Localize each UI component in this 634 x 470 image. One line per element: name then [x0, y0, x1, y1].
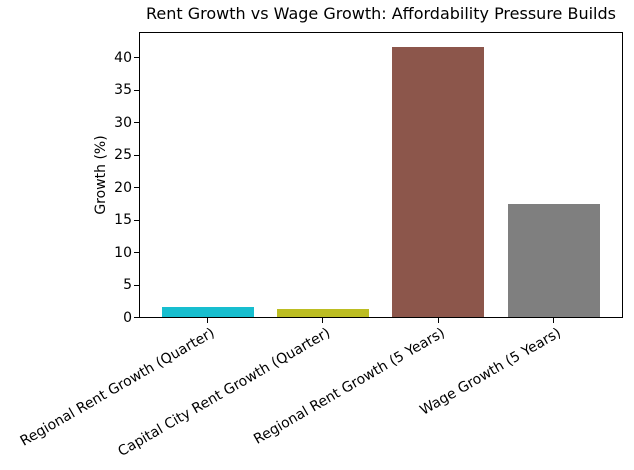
bar-4 [507, 203, 600, 318]
y-tick-label: 30 [114, 114, 132, 131]
chart-title: Rent Growth vs Wage Growth: Affordabilit… [146, 4, 616, 23]
y-tick-mark [134, 252, 139, 254]
bar-2 [276, 309, 369, 318]
y-tick-mark [134, 317, 139, 318]
x-tick-mark [553, 318, 554, 323]
y-tick-mark [134, 284, 139, 286]
y-tick-label: 20 [114, 179, 132, 196]
y-tick-label: 10 [114, 244, 132, 261]
y-tick-label: 15 [114, 212, 132, 229]
y-tick-mark [134, 154, 139, 156]
y-axis-label: Growth (%) [93, 135, 109, 215]
x-tick-label: Regional Rent Growth (5 Years) [251, 325, 449, 448]
bar-3 [392, 46, 485, 318]
x-tick-label: Capital City Rent Growth (Quarter) [115, 325, 333, 460]
y-tick-mark [134, 122, 139, 124]
y-tick-mark [134, 89, 139, 91]
y-tick-mark [134, 219, 139, 221]
bar-1 [161, 307, 254, 318]
y-tick-label: 25 [114, 147, 132, 164]
x-tick-label: Regional Rent Growth (Quarter) [17, 325, 218, 450]
y-tick-label: 40 [114, 49, 132, 66]
x-tick-mark [207, 318, 209, 323]
y-tick-label: 5 [123, 277, 132, 294]
x-tick-mark [437, 318, 439, 323]
y-tick-mark [134, 57, 139, 59]
y-tick-label: 35 [114, 82, 132, 99]
y-tick-mark [134, 187, 139, 189]
y-tick-label: 0 [123, 309, 132, 326]
x-tick-mark [322, 318, 324, 323]
